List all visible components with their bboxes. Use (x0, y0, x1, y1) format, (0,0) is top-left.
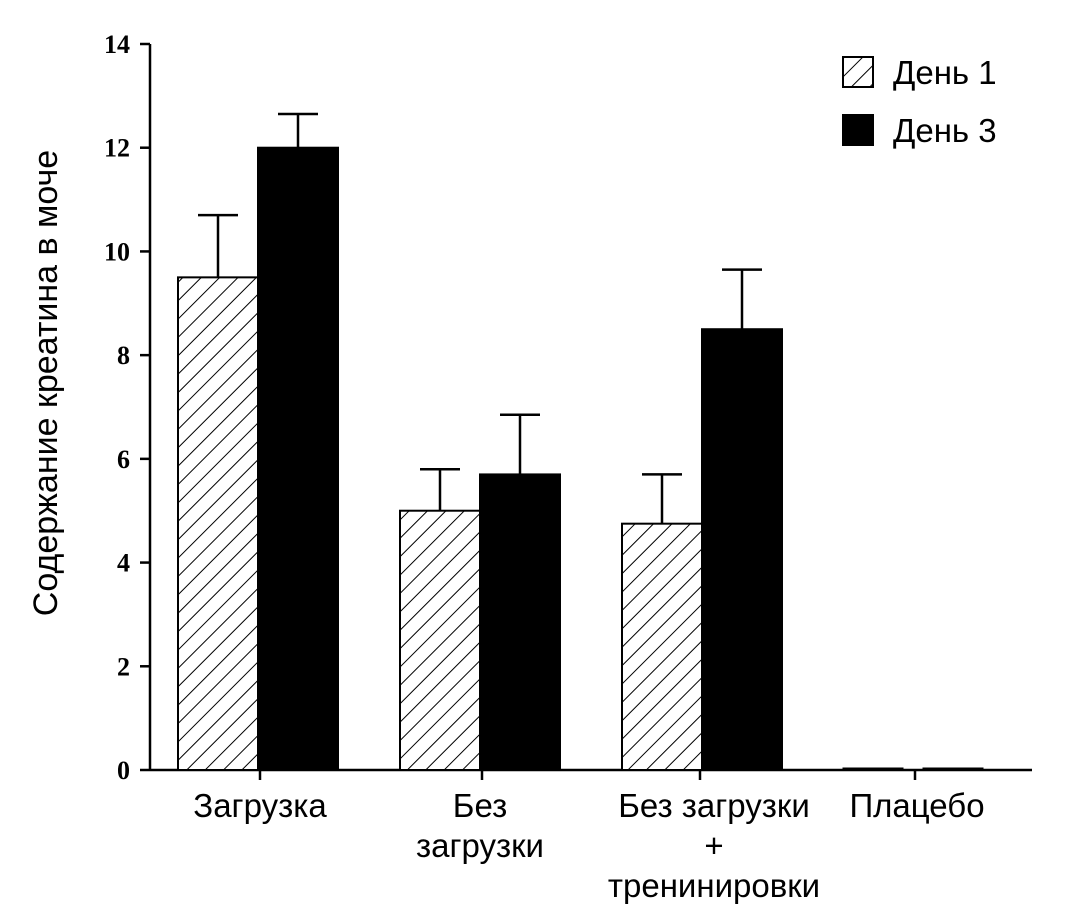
legend-label-day3: День 3 (893, 112, 997, 149)
y-tick-label: 14 (104, 30, 130, 59)
legend-swatch-day1 (842, 56, 874, 88)
category-label: тренинировки (608, 867, 820, 904)
y-ticks: 0 2 4 6 8 10 12 14 (104, 30, 150, 785)
category-label: Без (453, 787, 507, 824)
category-label: Плацебо (849, 787, 984, 824)
y-axis-label: Содержание креатина в моче (27, 150, 65, 616)
y-tick-label: 6 (117, 445, 130, 474)
y-tick-label: 10 (104, 237, 130, 266)
y-tick-label: 0 (117, 756, 130, 785)
y-tick-label: 2 (117, 652, 130, 681)
legend-swatch-day3 (842, 114, 874, 146)
category-label: Без загрузки (618, 787, 810, 824)
bars (177, 146, 984, 772)
bar-day3 (257, 146, 339, 771)
x-ticks (258, 770, 917, 780)
bar-day1 (177, 276, 259, 771)
category-label: + (704, 827, 723, 864)
legend: День 1 День 3 (842, 54, 997, 149)
bar-day1 (621, 522, 703, 772)
error-bars (198, 112, 762, 524)
category-label: загрузки (416, 827, 544, 864)
y-tick-label: 8 (117, 341, 130, 370)
y-tick-label: 12 (104, 134, 130, 163)
bar-day3 (701, 328, 783, 771)
bar-day3 (922, 767, 984, 771)
category-label: Загрузка (193, 787, 327, 824)
legend-label-day1: День 1 (893, 54, 997, 91)
bar-day1 (399, 509, 481, 771)
y-tick-label: 4 (117, 549, 130, 578)
bar-day3 (479, 473, 561, 771)
bar-day1 (842, 767, 904, 771)
